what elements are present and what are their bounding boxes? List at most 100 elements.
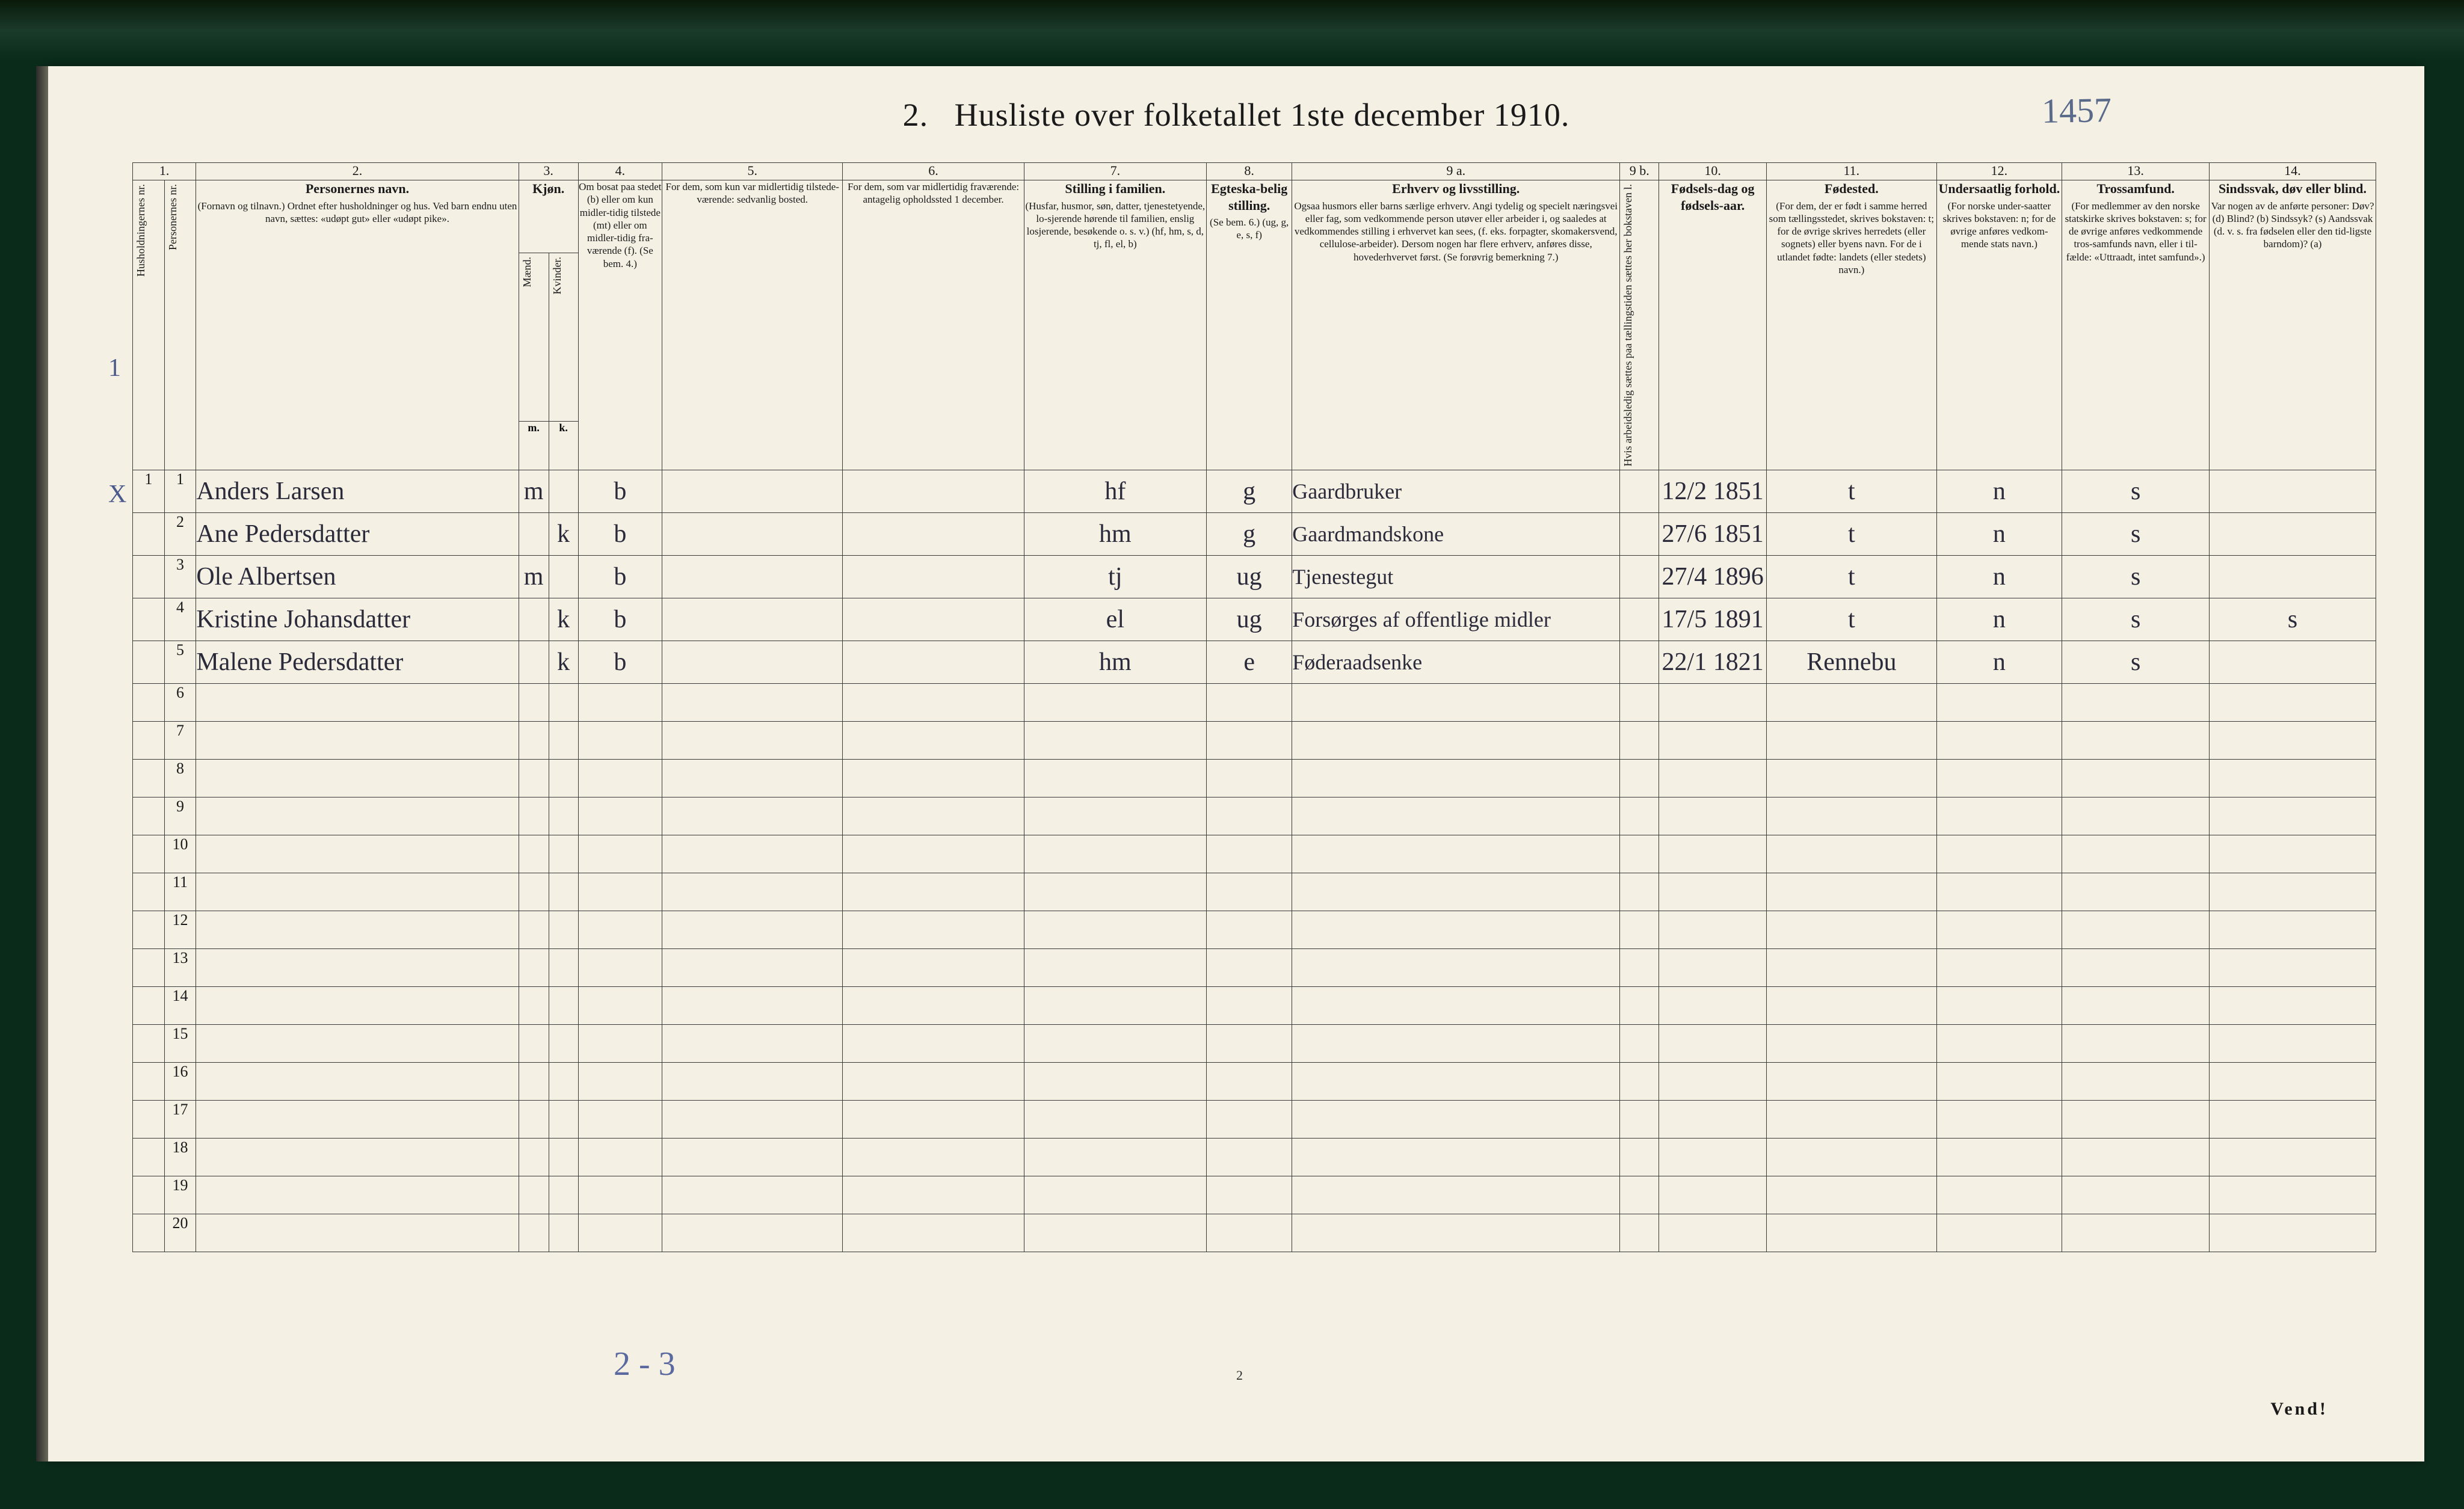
empty-cell [1936, 1063, 2062, 1101]
empty-cell [133, 1139, 165, 1176]
empty-cell: 10 [164, 835, 196, 873]
empty-cell [1936, 873, 2062, 911]
empty-cell [2210, 1214, 2376, 1252]
cell-egte: e [1207, 641, 1292, 684]
empty-cell [2062, 1025, 2210, 1063]
empty-cell [2210, 1025, 2376, 1063]
empty-cell [578, 798, 662, 835]
empty-cell [1207, 1214, 1292, 1252]
empty-cell: 7 [164, 722, 196, 760]
empty-cell [2210, 1139, 2376, 1176]
cell-tros: s [2062, 513, 2210, 556]
empty-cell [1292, 1101, 1620, 1139]
cell-p: 3 [164, 556, 196, 598]
empty-cell [196, 835, 519, 873]
colnum-6: 6. [843, 163, 1024, 180]
empty-cell [662, 1025, 843, 1063]
empty-cell [196, 722, 519, 760]
cell-p: 1 [164, 470, 196, 513]
hdr-kjon: Kjøn. [519, 180, 578, 253]
empty-cell [1936, 949, 2062, 987]
empty-cell [196, 949, 519, 987]
empty-cell: 6 [164, 684, 196, 722]
empty-cell [578, 684, 662, 722]
cell-under: n [1936, 556, 2062, 598]
empty-cell [133, 760, 165, 798]
empty-cell [1659, 949, 1767, 987]
colnum-8: 8. [1207, 163, 1292, 180]
cell-c6 [843, 513, 1024, 556]
empty-cell [1936, 835, 2062, 873]
empty-cell [1207, 798, 1292, 835]
empty-cell [1767, 798, 1937, 835]
empty-cell [1207, 987, 1292, 1025]
empty-cell [1659, 684, 1767, 722]
hdr-erhverv: Erhverv og livsstilling. Ogsaa husmors e… [1292, 180, 1620, 470]
document-page: 2. Husliste over folketallet 1ste decemb… [48, 66, 2424, 1461]
empty-cell [1024, 798, 1206, 835]
empty-cell [843, 911, 1024, 949]
empty-cell [196, 1214, 519, 1252]
empty-cell [1936, 1139, 2062, 1176]
empty-cell [1292, 1025, 1620, 1063]
empty-cell: 16 [164, 1063, 196, 1101]
table-row-empty: 8 [133, 760, 2376, 798]
empty-cell [843, 1025, 1024, 1063]
empty-cell [2062, 684, 2210, 722]
empty-cell [1207, 722, 1292, 760]
empty-cell [1620, 684, 1659, 722]
cell-egte: ug [1207, 598, 1292, 641]
empty-cell [133, 835, 165, 873]
table-row: 5Malene PedersdatterkbhmeFøderaadsenke22… [133, 641, 2376, 684]
hdr-fodsel: Fødsels-dag og fødsels-aar. [1659, 180, 1767, 470]
empty-cell [662, 835, 843, 873]
empty-cell [2210, 1176, 2376, 1214]
empty-cell [2210, 760, 2376, 798]
colnum-5: 5. [662, 163, 843, 180]
empty-cell [1936, 987, 2062, 1025]
empty-cell [1207, 873, 1292, 911]
empty-cell [843, 760, 1024, 798]
empty-cell: 13 [164, 949, 196, 987]
empty-cell [2210, 911, 2376, 949]
empty-cell [843, 873, 1024, 911]
margin-mark: X [108, 480, 126, 509]
cell-fodt: 12/2 1851 [1659, 470, 1767, 513]
empty-cell [2062, 835, 2210, 873]
empty-cell [662, 684, 843, 722]
handwritten-page-number: 1457 [2041, 90, 2111, 131]
title-text: Husliste over folketallet 1ste december … [955, 97, 1570, 133]
empty-cell [578, 1025, 662, 1063]
empty-cell [1620, 1176, 1659, 1214]
empty-cell [196, 987, 519, 1025]
cell-erhverv: Forsørges af offentlige midler [1292, 598, 1620, 641]
empty-cell [1024, 1063, 1206, 1101]
empty-cell [2062, 949, 2210, 987]
hdr-person-nr: Personernes nr. [164, 180, 196, 470]
colnum-9a: 9 a. [1292, 163, 1620, 180]
empty-cell [1207, 1176, 1292, 1214]
empty-cell [519, 1025, 549, 1063]
empty-cell [2210, 798, 2376, 835]
empty-cell [1767, 987, 1937, 1025]
cell-egte: ug [1207, 556, 1292, 598]
empty-cell [196, 1063, 519, 1101]
hdr-undersaat: Undersaatlig forhold. (For norske under-… [1936, 180, 2062, 470]
empty-cell [843, 1101, 1024, 1139]
empty-cell: 15 [164, 1025, 196, 1063]
hdr-stilling: Stilling i familien. (Husfar, husmor, sø… [1024, 180, 1206, 470]
table-row: 4Kristine JohansdatterkbelugForsørges af… [133, 598, 2376, 641]
empty-cell [2210, 684, 2376, 722]
cell-sex_m: m [519, 470, 549, 513]
cell-under: n [1936, 513, 2062, 556]
empty-cell [1936, 760, 2062, 798]
empty-cell [843, 1176, 1024, 1214]
empty-cell [1767, 949, 1937, 987]
empty-cell [578, 760, 662, 798]
empty-cell [1292, 760, 1620, 798]
empty-cell [1767, 684, 1937, 722]
empty-cell [1620, 798, 1659, 835]
empty-cell [1767, 835, 1937, 873]
empty-cell [519, 835, 549, 873]
footer-vend: Vend! [2270, 1399, 2328, 1419]
